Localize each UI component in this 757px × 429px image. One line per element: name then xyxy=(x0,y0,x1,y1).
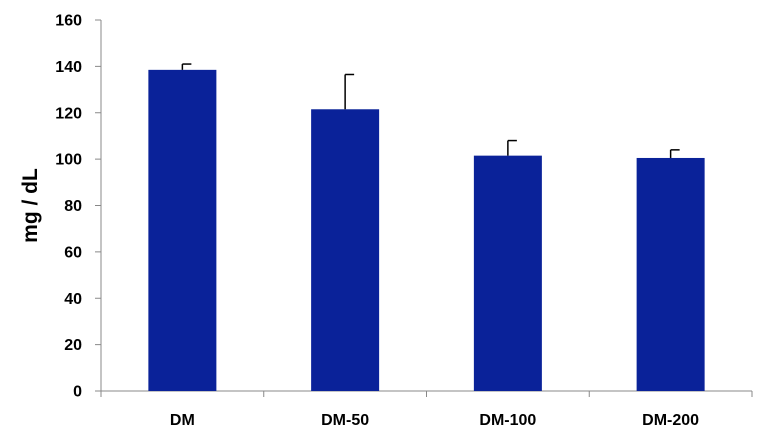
bar-dm-100 xyxy=(473,155,542,391)
x-category-label: DM-100 xyxy=(479,412,536,429)
y-tick-label: 120 xyxy=(55,105,82,122)
x-axis: DM DM-50 DM-100 DM-200 xyxy=(100,390,753,429)
bar-dm-50 xyxy=(311,109,380,391)
y-tick-label: 160 xyxy=(55,13,82,30)
bars xyxy=(148,69,705,392)
bar-dm-200 xyxy=(636,157,705,391)
x-category-label: DM-50 xyxy=(321,412,369,429)
y-axis: 0 20 40 60 80 100 120 140 160 xyxy=(55,13,102,401)
y-tick-label: 60 xyxy=(64,244,82,261)
bar-dm xyxy=(148,69,217,392)
y-tick-label: 40 xyxy=(64,291,82,308)
y-axis-title: mg / dL xyxy=(19,168,42,243)
y-tick-label: 80 xyxy=(64,198,82,215)
y-tick-label: 140 xyxy=(55,59,82,76)
x-category-label: DM-200 xyxy=(642,412,699,429)
x-category-label: DM xyxy=(170,412,195,429)
y-tick-label: 0 xyxy=(73,384,82,401)
y-tick-label: 100 xyxy=(55,152,82,169)
error-bars xyxy=(181,63,680,158)
y-tick-label: 20 xyxy=(64,337,82,354)
